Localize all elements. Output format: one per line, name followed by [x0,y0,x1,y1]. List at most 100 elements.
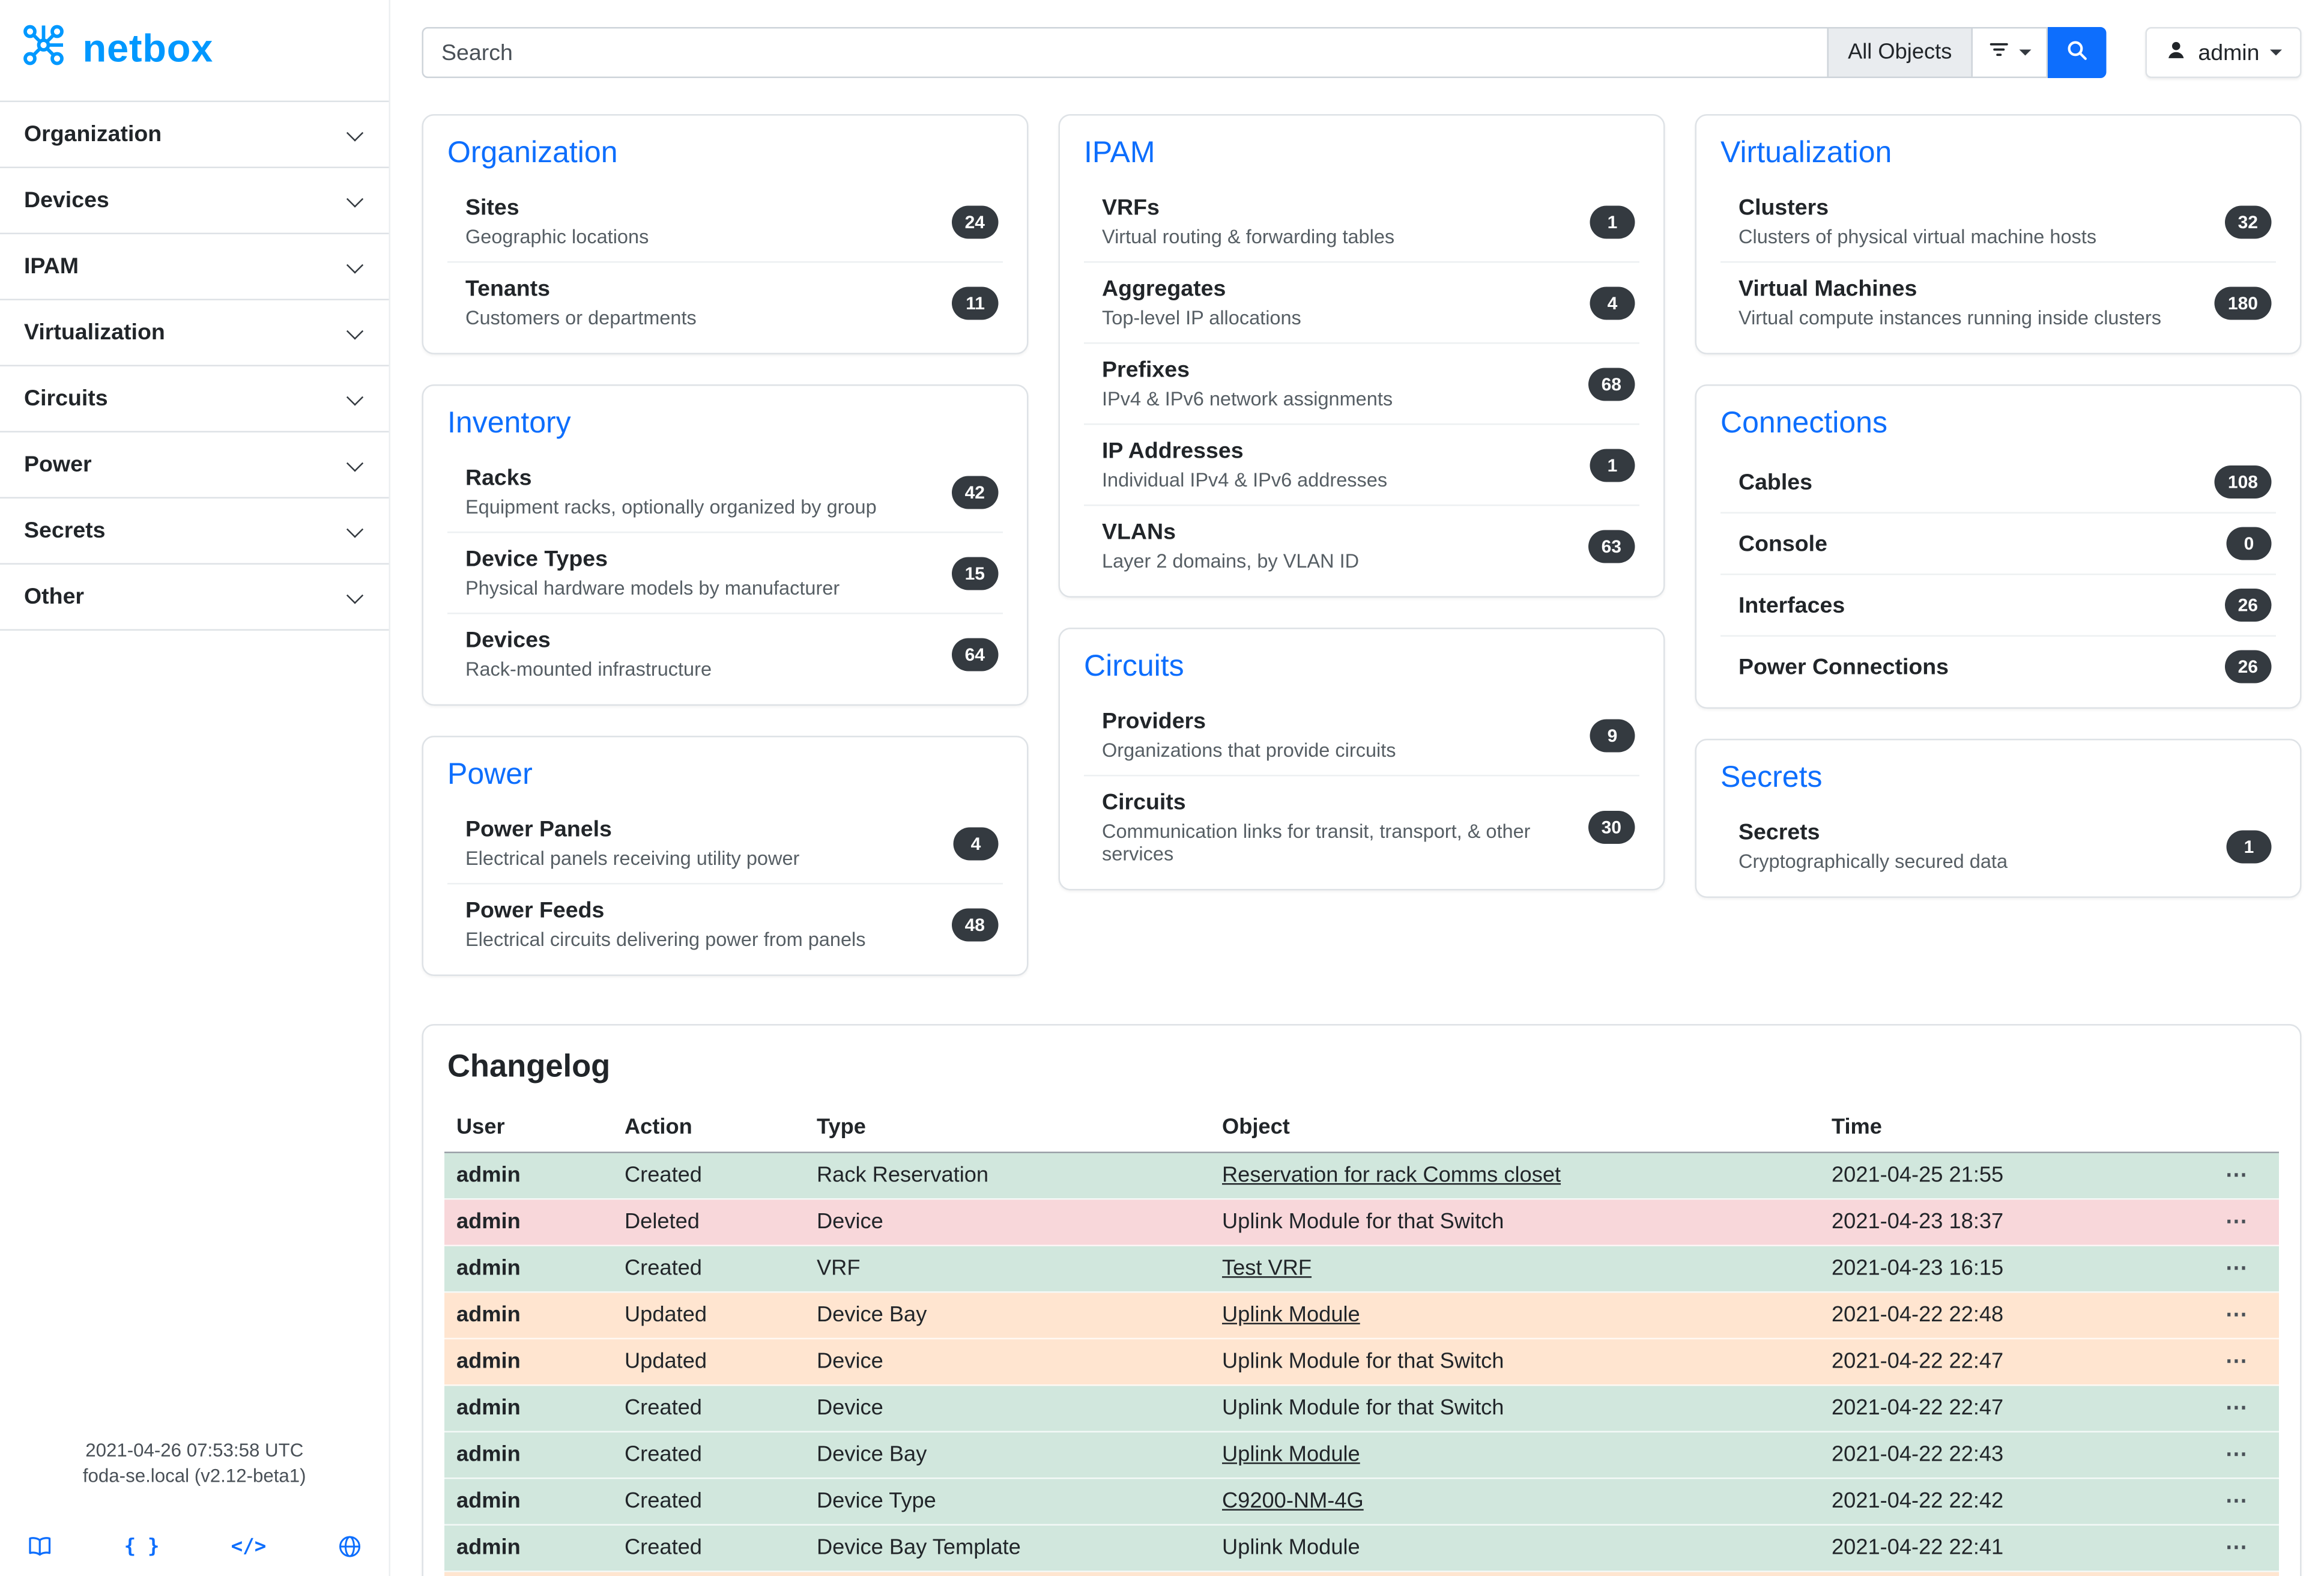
user-menu-button[interactable]: admin [2145,27,2302,78]
object-type-name[interactable]: Power Feeds [465,898,605,924]
object-type-name[interactable]: Circuits [1102,790,1186,816]
count-badge[interactable]: 15 [951,556,999,590]
row-menu-ellipsis[interactable]: ⋯ [2195,1292,2279,1339]
object-type-row[interactable]: Devices Rack-mounted infrastructure 64 [447,613,1003,694]
count-badge[interactable]: 32 [2224,205,2272,238]
object-type-name[interactable]: Secrets [1738,820,1820,846]
object-type-name[interactable]: Clusters [1738,195,1829,221]
changelog-object-link[interactable]: Uplink Module [1222,1303,1360,1327]
object-type-row[interactable]: Clusters Clusters of physical virtual ma… [1720,182,2276,262]
object-type-row[interactable]: Sites Geographic locations 24 [447,182,1003,262]
object-type-name[interactable]: Prefixes [1102,357,1190,383]
object-scope-button[interactable]: All Objects [1828,27,1973,78]
count-badge[interactable]: 4 [953,826,999,860]
row-menu-ellipsis[interactable]: ⋯ [2195,1571,2279,1576]
docs-book-icon[interactable] [27,1535,53,1559]
row-menu-ellipsis[interactable]: ⋯ [2195,1338,2279,1386]
object-type-name[interactable]: Aggregates [1102,276,1226,302]
count-badge[interactable]: 4 [1590,286,1635,320]
object-type-row[interactable]: Providers Organizations that provide cir… [1084,696,1639,775]
api-braces-icon[interactable]: { } [124,1535,160,1558]
object-type-row[interactable]: Console 0 [1720,512,2276,574]
object-type-name[interactable]: Sites [465,195,519,221]
object-type-row[interactable]: VLANs Layer 2 domains, by VLAN ID 63 [1084,505,1639,586]
count-badge[interactable]: 68 [1588,367,1635,401]
count-badge[interactable]: 180 [2214,286,2272,320]
object-type-row[interactable]: Device Types Physical hardware models by… [447,532,1003,613]
object-type-row[interactable]: Circuits Communication links for transit… [1084,775,1639,879]
changelog-object-link[interactable]: Test VRF [1222,1256,1312,1281]
object-type-row[interactable]: Interfaces 26 [1720,574,2276,635]
object-type-name[interactable]: Tenants [465,276,551,302]
count-badge[interactable]: 108 [2214,465,2272,499]
count-badge[interactable]: 30 [1588,811,1635,844]
sidebar-item-ipam[interactable]: IPAM [0,234,389,300]
netbox-logo[interactable]: netbox [0,0,389,101]
row-menu-ellipsis[interactable]: ⋯ [2195,1245,2279,1293]
object-type-row[interactable]: IP Addresses Individual IPv4 & IPv6 addr… [1084,423,1639,505]
object-type-row[interactable]: Tenants Customers or departments 11 [447,261,1003,342]
count-badge[interactable]: 26 [2224,650,2272,683]
community-globe-icon[interactable] [337,1535,362,1559]
row-menu-ellipsis[interactable]: ⋯ [2195,1199,2279,1246]
object-type-name[interactable]: Interfaces [1738,592,1845,618]
object-type-name[interactable]: Devices [465,628,551,653]
sidebar-item-secrets[interactable]: Secrets [0,499,389,565]
object-type-name[interactable]: Racks [465,465,532,491]
row-menu-ellipsis[interactable]: ⋯ [2195,1431,2279,1479]
object-type-name[interactable]: Console [1738,530,1827,557]
search-input[interactable] [422,27,1829,78]
source-code-icon[interactable]: </> [231,1535,267,1558]
row-menu-ellipsis[interactable]: ⋯ [2195,1478,2279,1526]
count-badge[interactable]: 63 [1588,529,1635,563]
changelog-object-link[interactable]: C9200-NM-4G [1222,1490,1364,1514]
object-type-desc: IPv4 & IPv6 network assignments [1102,387,1393,410]
count-badge[interactable]: 42 [951,475,999,509]
count-badge[interactable]: 1 [2226,829,2272,863]
count-badge[interactable]: 24 [951,205,999,238]
object-type-row[interactable]: Virtual Machines Virtual compute instanc… [1720,261,2276,342]
count-badge[interactable]: 1 [1590,205,1635,238]
count-badge[interactable]: 26 [2224,589,2272,622]
changelog-object-link[interactable]: Uplink Module [1222,1443,1360,1467]
object-type-row[interactable]: Prefixes IPv4 & IPv6 network assignments… [1084,342,1639,423]
sidebar-item-power[interactable]: Power [0,432,389,499]
changelog-object-text: Uplink Module for that Switch [1222,1350,1504,1374]
object-type-name[interactable]: Device Types [465,547,608,572]
row-menu-ellipsis[interactable]: ⋯ [2195,1524,2279,1572]
count-badge[interactable]: 48 [951,908,999,941]
object-type-name[interactable]: VLANs [1102,520,1176,545]
row-menu-ellipsis[interactable]: ⋯ [2195,1385,2279,1432]
object-type-name[interactable]: Cables [1738,469,1813,495]
sidebar-item-devices[interactable]: Devices [0,168,389,234]
sidebar-item-circuits[interactable]: Circuits [0,366,389,432]
count-badge[interactable]: 9 [1590,718,1635,752]
object-type-row[interactable]: VRFs Virtual routing & forwarding tables… [1084,182,1639,262]
count-badge[interactable]: 1 [1590,448,1635,482]
sidebar-item-other[interactable]: Other [0,565,389,631]
count-badge[interactable]: 11 [952,286,999,320]
object-type-name[interactable]: Virtual Machines [1738,276,1917,302]
object-type-name[interactable]: Power Connections [1738,653,1949,680]
sidebar-item-virtualization[interactable]: Virtualization [0,300,389,366]
object-type-name[interactable]: IP Addresses [1102,438,1244,464]
search-button[interactable] [2048,27,2107,78]
object-type-row[interactable]: Power Connections 26 [1720,635,2276,697]
row-menu-ellipsis[interactable]: ⋯ [2195,1152,2279,1200]
count-badge[interactable]: 0 [2226,527,2272,560]
object-type-row[interactable]: Power Panels Electrical panels receiving… [447,804,1003,883]
object-type-name[interactable]: Providers [1102,709,1206,735]
filter-button[interactable] [1973,27,2048,78]
object-type-row[interactable]: Secrets Cryptographically secured data 1 [1720,807,2276,886]
object-type-row[interactable]: Cables 108 [1720,452,2276,512]
object-type-row[interactable]: Power Feeds Electrical circuits deliveri… [447,883,1003,964]
changelog-time: 2021-04-23 16:15 [1820,1245,2195,1293]
changelog-type: Device Bay Template [805,1524,1210,1572]
object-type-row[interactable]: Aggregates Top-level IP allocations 4 [1084,261,1639,342]
sidebar-item-organization[interactable]: Organization [0,102,389,168]
count-badge[interactable]: 64 [951,637,999,671]
object-type-name[interactable]: Power Panels [465,817,612,843]
object-type-row[interactable]: Racks Equipment racks, optionally organi… [447,452,1003,532]
object-type-name[interactable]: VRFs [1102,195,1160,221]
changelog-object-link[interactable]: Reservation for rack Comms closet [1222,1163,1561,1188]
